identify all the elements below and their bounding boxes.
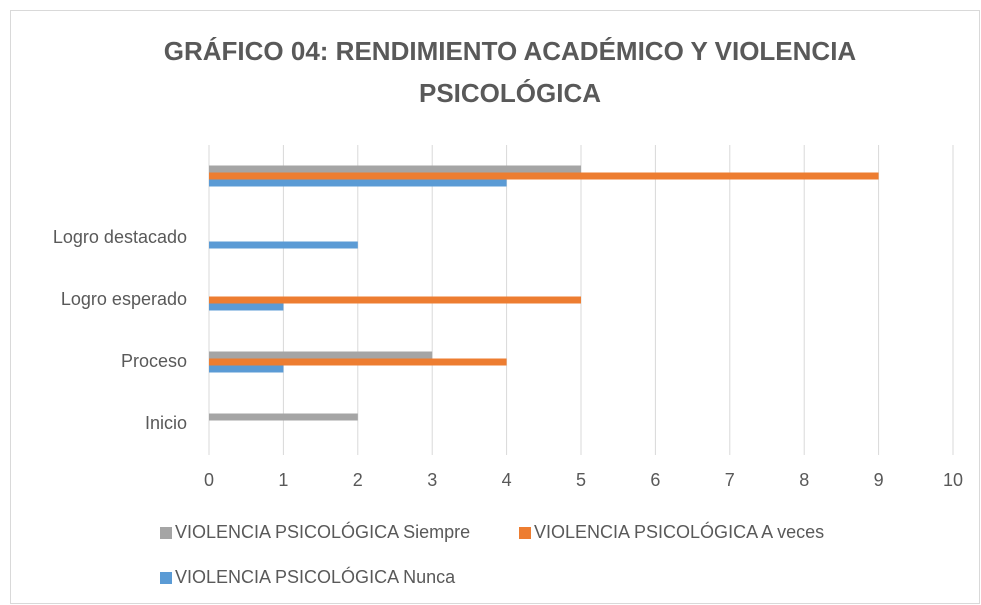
bar [209,358,507,366]
legend-swatch [160,572,172,584]
bar [209,365,284,373]
x-tick-label: 8 [799,470,809,490]
x-tick-label: 10 [943,470,963,490]
x-tick-label: 4 [502,470,512,490]
legend-label: VIOLENCIA PSICOLÓGICA Siempre [175,521,470,542]
y-tick-label: Proceso [121,351,187,371]
bar [209,172,879,180]
x-tick-label: 3 [427,470,437,490]
bar [209,296,581,304]
x-tick-label: 1 [278,470,288,490]
y-tick-label: Inicio [145,413,187,433]
bar [209,165,581,173]
chart-border [10,10,980,604]
legend-label: VIOLENCIA PSICOLÓGICA A veces [534,521,824,542]
chart-title: GRÁFICO 04: RENDIMIENTO ACADÉMICO Y VIOL… [163,36,857,108]
x-tick-label: 6 [650,470,660,490]
x-tick-label: 0 [204,470,214,490]
x-tick-label: 9 [874,470,884,490]
legend-label: VIOLENCIA PSICOLÓGICA Nunca [175,566,456,587]
x-tick-label: 2 [353,470,363,490]
x-tick-label: 5 [576,470,586,490]
y-tick-label: Logro esperado [61,289,187,309]
bar [209,179,507,187]
bar [209,303,284,311]
bar [209,351,433,359]
legend-swatch [160,527,172,539]
y-tick-label: Logro destacado [53,227,187,247]
x-tick-label: 7 [725,470,735,490]
legend-swatch [519,527,531,539]
bar [209,241,358,249]
bar [209,413,358,421]
